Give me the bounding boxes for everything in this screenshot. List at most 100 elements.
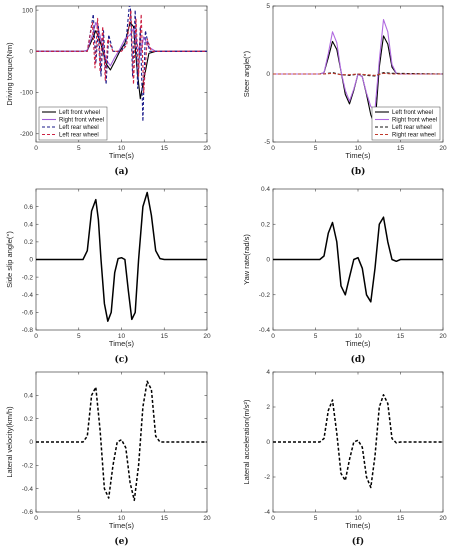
x-tick-label: 15: [161, 515, 169, 522]
x-axis-label: Time(s): [345, 339, 371, 348]
y-tick-label: -0.8: [22, 327, 34, 334]
y-axis-label: Steer angle(°): [242, 50, 251, 97]
y-tick-label: -0.4: [22, 486, 34, 493]
x-tick-label: 5: [77, 333, 81, 340]
y-tick-label: -5: [264, 139, 270, 146]
x-tick-label: 0: [34, 145, 38, 152]
x-tick-label: 10: [354, 515, 362, 522]
x-tick-label: 0: [271, 145, 275, 152]
x-tick-label: 0: [271, 515, 275, 522]
legend-entry: Left front wheel: [59, 110, 100, 116]
y-tick-label: 4: [266, 369, 270, 376]
y-tick-label: 0.6: [24, 204, 33, 211]
x-tick-label: 20: [203, 333, 211, 340]
series-line-4: [273, 72, 443, 76]
series-line-1: [36, 191, 207, 322]
chart-panel-5: 0 5 10 15 20 -0.6 -0.4 -0.2 0 0.2 0.4 Time(s) Latera…: [5, 371, 211, 547]
x-tick-label: 0: [34, 515, 38, 522]
x-tick-label: 10: [118, 145, 126, 152]
x-tick-label: 20: [203, 145, 211, 152]
chart-panel-6: 0 5 10 15 20 -4 -2 0 2 4 Time(s) Lateral accelerati…: [242, 369, 447, 547]
y-tick-label: -100: [20, 90, 33, 97]
y-tick-label: -0.6: [22, 310, 34, 317]
x-tick-label: 15: [397, 333, 405, 340]
series-line-1: [273, 216, 443, 303]
x-axis-label: Time(s): [345, 151, 371, 160]
y-tick-label: -0.2: [22, 463, 34, 470]
x-tick-label: 15: [161, 333, 169, 340]
y-axis-label: Side slip angle(°): [5, 231, 14, 288]
y-tick-label: -0.4: [22, 292, 34, 299]
y-tick-label: -0.6: [22, 509, 34, 516]
x-tick-label: 0: [34, 333, 38, 340]
y-axis-label: Driving torque(Nm): [5, 42, 14, 106]
x-tick-label: 10: [118, 515, 126, 522]
series-line-2: [273, 19, 443, 110]
panel-caption: (c): [115, 354, 129, 365]
y-tick-label: 0: [266, 257, 270, 264]
x-tick-label: 20: [439, 515, 447, 522]
y-tick-label: 0.2: [261, 221, 270, 228]
x-tick-label: 5: [77, 145, 81, 152]
y-tick-label: 0: [29, 439, 33, 446]
chart-panel-1: 0 5 10 15 20 -200 -100 0 100 Time(s) Driving torqu…: [5, 5, 211, 177]
y-tick-label: -0.2: [259, 292, 271, 299]
panel-caption: (b): [351, 166, 366, 177]
x-tick-label: 5: [314, 515, 318, 522]
panel-caption: (a): [114, 166, 128, 177]
y-axis-label: Yaw rate(rad/s): [242, 234, 251, 285]
x-tick-label: 5: [77, 515, 81, 522]
panel-caption: (f): [352, 536, 364, 547]
legend-entry: Left front wheel: [392, 110, 433, 116]
x-tick-label: 5: [314, 145, 318, 152]
x-tick-label: 0: [271, 333, 275, 340]
chart-panel-3: 0 5 10 15 20 -0.8 -0.6 -0.4 -0.2 0 0.2 0.4 0.6 Time(s…: [5, 188, 211, 365]
y-tick-label: 0: [29, 49, 33, 56]
y-tick-label: 100: [22, 7, 33, 14]
x-tick-label: 15: [161, 145, 169, 152]
x-tick-label: 15: [397, 145, 405, 152]
y-tick-label: -0.4: [259, 327, 271, 334]
x-tick-label: 10: [118, 333, 126, 340]
x-axis-label: Time(s): [109, 151, 135, 160]
legend-entry: Left rear wheel: [59, 133, 99, 139]
panel-caption: (e): [114, 536, 128, 547]
y-tick-label: 0: [266, 71, 270, 78]
legend-entry: Right front wheel: [59, 118, 104, 124]
y-tick-label: -2: [264, 474, 270, 481]
legend-entry: Left rear wheel: [392, 125, 432, 131]
panel-caption: (d): [351, 354, 366, 365]
y-tick-label: 0.2: [24, 239, 33, 246]
y-tick-label: 5: [266, 3, 270, 10]
series-line-3: [36, 6, 207, 122]
x-axis-label: Time(s): [109, 339, 135, 348]
series-line-1: [36, 380, 207, 502]
y-tick-label: -200: [20, 131, 33, 138]
series-line-1: [273, 394, 443, 489]
y-tick-label: 0.4: [261, 186, 270, 193]
y-tick-label: 0.4: [24, 393, 33, 400]
x-tick-label: 20: [439, 145, 447, 152]
y-axis-label: Lateral velocity(km/h): [5, 406, 14, 478]
x-tick-label: 15: [397, 515, 405, 522]
x-axis-label: Time(s): [109, 521, 135, 530]
chart-panel-4: 0 5 10 15 20 -0.4 -0.2 0 0.2 0.4 Time(s) Yaw rate(r…: [242, 186, 447, 365]
y-tick-label: 0: [266, 439, 270, 446]
y-tick-label: 0.4: [24, 221, 33, 228]
y-axis-label: Lateral acceleration(m/s²): [242, 399, 251, 485]
y-tick-label: 0: [29, 257, 33, 264]
legend-entry: Right rear wheel: [392, 133, 436, 139]
y-tick-label: 0.2: [24, 416, 33, 423]
y-tick-label: 2: [266, 404, 270, 411]
x-tick-label: 5: [314, 333, 318, 340]
y-tick-label: -0.2: [22, 274, 34, 281]
y-tick-label: -4: [264, 509, 270, 516]
legend-entry: Left rear wheel: [59, 125, 99, 131]
x-tick-label: 10: [354, 145, 362, 152]
x-tick-label: 10: [354, 333, 362, 340]
x-tick-label: 20: [439, 333, 447, 340]
